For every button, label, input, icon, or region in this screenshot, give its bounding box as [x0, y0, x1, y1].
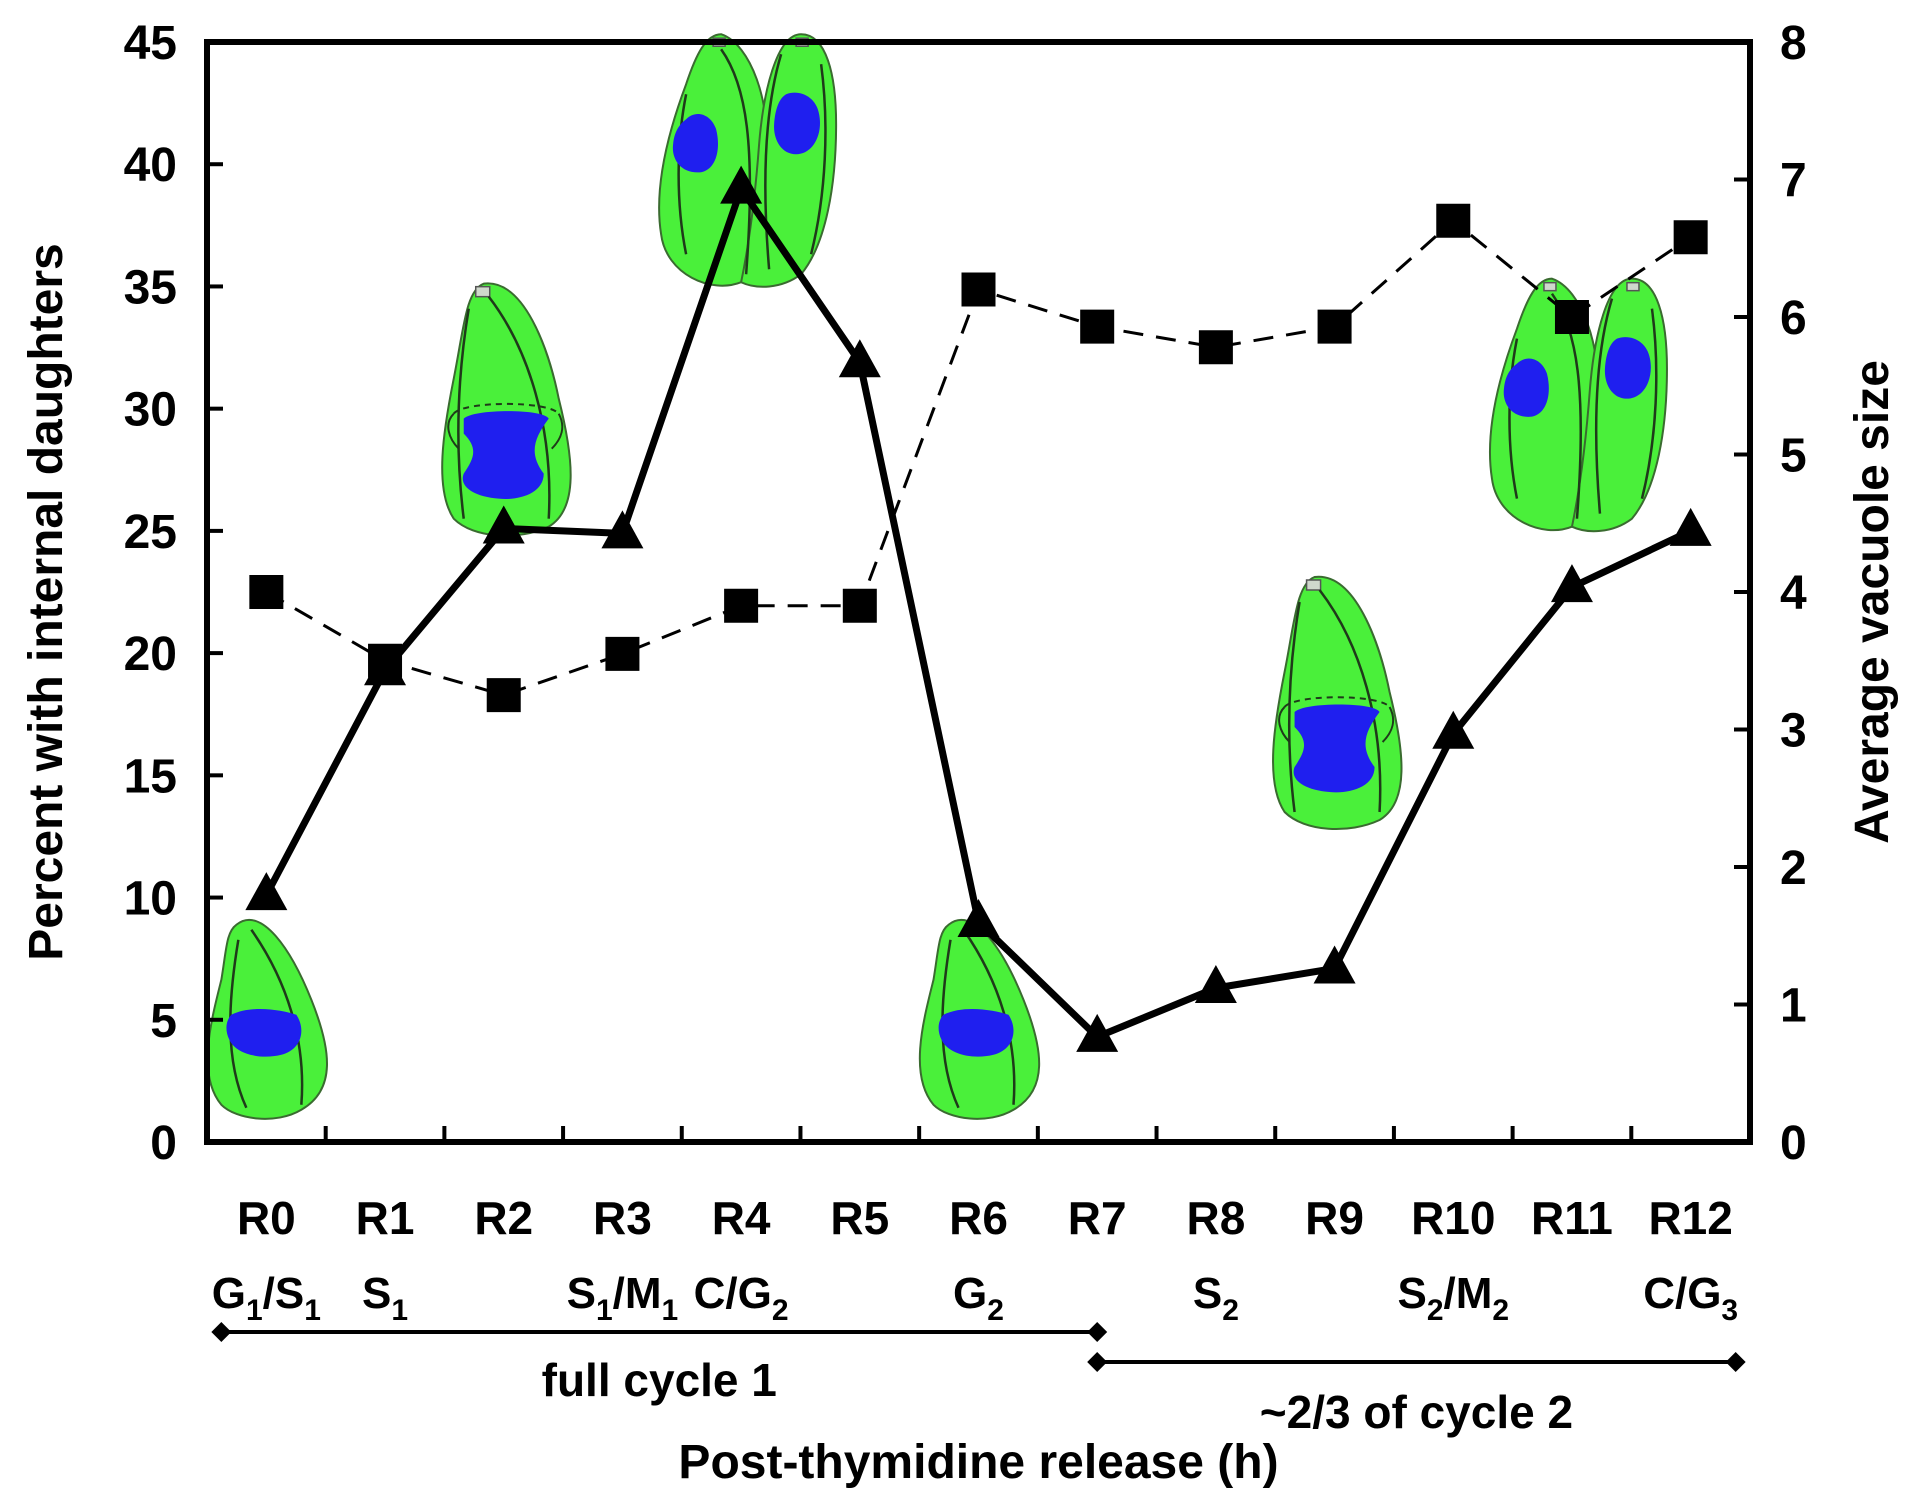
phase-label: G1/S1	[212, 1269, 321, 1327]
axes	[204, 39, 1753, 1145]
cell-single-icon	[206, 918, 329, 1121]
square-marker	[724, 588, 759, 623]
right-tick-label: 8	[1780, 17, 1807, 70]
cell-dividing-icon	[1271, 575, 1403, 831]
triangle-marker	[1076, 1013, 1119, 1052]
triangle-marker	[1313, 945, 1356, 984]
triangle-marker	[957, 899, 1000, 937]
phase-label: G2	[953, 1269, 1004, 1327]
right-tick-label: 1	[1780, 980, 1807, 1033]
square-marker	[1198, 330, 1233, 365]
category-label: R7	[1068, 1192, 1127, 1244]
right-axis-title: Average vacuole size	[1846, 360, 1899, 844]
category-label: R2	[474, 1192, 533, 1244]
square-marker	[1554, 300, 1589, 334]
phase-label: S2/M2	[1397, 1269, 1509, 1327]
right-tick-label: 3	[1780, 705, 1807, 758]
square-marker	[961, 272, 996, 307]
triangle-marker	[1550, 564, 1593, 603]
square-marker	[605, 636, 640, 671]
right-tick-label: 2	[1780, 842, 1807, 895]
triangle-marker	[482, 505, 525, 544]
left-tick-label: 20	[124, 628, 177, 681]
phase-labels: G1/S1 S1 S1/M1 C/G2 G2 S2 S2/M2 C/G3	[212, 1269, 1738, 1327]
square-marker	[1673, 220, 1708, 255]
left-tick-label: 45	[124, 17, 177, 70]
square-marker	[1080, 309, 1115, 344]
square-marker	[1436, 203, 1471, 238]
cycle-spans: full cycle 1 ~2/3 of cycle 2	[211, 1322, 1746, 1438]
span-end-diamond	[1725, 1352, 1746, 1372]
span-end-diamond	[1087, 1352, 1108, 1372]
category-label: R0	[237, 1192, 296, 1244]
phase-label: C/G2	[694, 1269, 789, 1327]
cell-illustrations	[206, 32, 1669, 1121]
left-tick-label: 35	[124, 261, 177, 314]
square-marker	[249, 575, 284, 609]
phase-label: C/G3	[1643, 1269, 1738, 1327]
cell-double-icon	[657, 32, 838, 289]
category-label: R11	[1531, 1192, 1613, 1244]
left-tick-label: 15	[124, 750, 177, 803]
category-label: R4	[712, 1192, 771, 1244]
category-label: R6	[949, 1192, 1008, 1244]
cell-single-icon	[918, 918, 1041, 1121]
left-axis-title: Percent with internal daughters	[20, 243, 73, 960]
left-tick-label: 10	[124, 873, 177, 926]
triangle-marker	[1432, 710, 1475, 749]
category-label: R5	[830, 1192, 889, 1244]
triangle-marker	[1669, 507, 1712, 546]
tick-marks	[207, 40, 1750, 1144]
right-tick-label: 4	[1780, 567, 1807, 620]
category-label: R3	[593, 1192, 652, 1244]
category-label: R8	[1186, 1192, 1245, 1244]
span-label: full cycle 1	[542, 1354, 777, 1406]
left-tick-label: 30	[124, 384, 177, 437]
cell-dividing-icon	[440, 282, 572, 537]
square-marker	[368, 643, 403, 678]
category-label: R1	[356, 1192, 415, 1244]
right-tick-label: 6	[1780, 292, 1807, 345]
x-axis-title: Post-thymidine release (h)	[678, 1436, 1278, 1489]
triangle-marker	[720, 165, 763, 204]
right-tick-label: 5	[1780, 430, 1807, 483]
right-tick-label: 7	[1780, 155, 1807, 208]
span-end-diamond	[1087, 1322, 1108, 1342]
category-label: R12	[1648, 1192, 1732, 1244]
category-label: R9	[1305, 1192, 1364, 1244]
triangle-marker	[1194, 965, 1237, 1003]
left-tick-label: 5	[150, 995, 177, 1048]
triangle-marker	[838, 339, 881, 378]
left-tick-label: 40	[124, 139, 177, 192]
category-label: R10	[1411, 1192, 1495, 1244]
triangle-marker	[601, 510, 644, 549]
span-label: ~2/3 of cycle 2	[1260, 1386, 1573, 1438]
left-tick-label: 0	[150, 1117, 177, 1170]
phase-label: S1	[362, 1269, 408, 1327]
data-series	[245, 165, 1712, 1052]
left-tick-label: 25	[124, 506, 177, 559]
phase-label: S1/M1	[567, 1269, 679, 1327]
phase-label: S2	[1193, 1269, 1239, 1327]
square-marker	[1317, 309, 1352, 344]
triangle-marker	[245, 872, 288, 911]
right-tick-label: 0	[1780, 1117, 1807, 1170]
span-end-diamond	[211, 1322, 232, 1342]
category-labels: R0 R1 R2 R3 R4 R5 R6 R7 R8 R9 R10 R11 R12	[237, 1192, 1733, 1244]
square-marker	[486, 678, 521, 713]
square-marker	[842, 588, 877, 623]
